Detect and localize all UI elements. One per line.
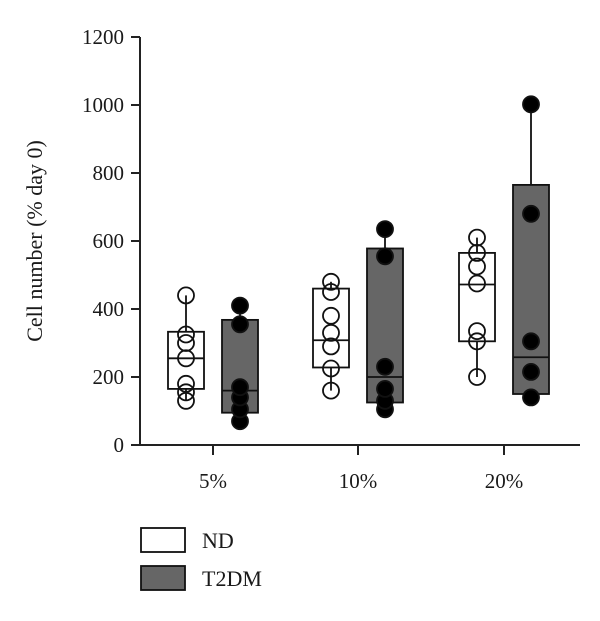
box-nd-5% (167, 286, 205, 410)
legend-label: T2DM (202, 566, 262, 591)
data-point (468, 228, 486, 247)
x-tick-label: 20% (485, 469, 524, 493)
data-point (231, 378, 249, 397)
plot-area (167, 95, 550, 431)
data-point (322, 337, 340, 356)
data-point (322, 323, 340, 342)
y-tick-label: 400 (93, 297, 125, 321)
box-nd-10% (312, 272, 350, 400)
data-point (522, 95, 540, 114)
data-point (522, 362, 540, 381)
data-point (177, 383, 195, 402)
data-point (468, 274, 486, 293)
x-axis: 5% 10% 20% (140, 444, 580, 493)
data-point (468, 257, 486, 276)
box-t2dm-10% (366, 220, 404, 419)
series-nd (167, 228, 496, 410)
x-tick-label: 5% (199, 469, 227, 493)
box-nd-20% (458, 228, 496, 386)
data-point (177, 374, 195, 393)
data-point (522, 204, 540, 223)
data-point (177, 325, 195, 344)
data-point (376, 357, 394, 376)
legend-swatch (140, 565, 186, 591)
data-point (522, 332, 540, 351)
data-point (376, 220, 394, 239)
data-point (231, 296, 249, 315)
data-point (522, 388, 540, 407)
y-tick-label: 1000 (82, 93, 124, 117)
data-point (468, 322, 486, 341)
y-tick-label: 600 (93, 229, 125, 253)
data-point (376, 247, 394, 266)
box-iqr (366, 247, 404, 404)
box-t2dm-20% (512, 95, 550, 407)
data-point (177, 334, 195, 352)
data-point (322, 359, 340, 378)
legend: ND T2DM (140, 527, 262, 591)
data-point (322, 283, 340, 301)
box-iqr (458, 251, 496, 343)
legend-item-nd: ND (140, 527, 234, 553)
x-tick-label: 10% (339, 469, 378, 493)
data-point (231, 315, 249, 334)
y-tick-label: 200 (93, 365, 125, 389)
box-iqr (167, 330, 205, 390)
data-point (468, 332, 486, 351)
box-t2dm-5% (221, 296, 259, 431)
y-tick-label: 1200 (82, 25, 124, 49)
y-axis: 0 200 400 600 800 1000 1200 (82, 25, 141, 457)
y-axis-title: Cell number (% day 0) (22, 140, 47, 342)
data-point (322, 272, 340, 291)
data-point (177, 286, 195, 305)
y-tick-label: 800 (93, 161, 125, 185)
legend-item-t2dm: T2DM (140, 565, 262, 591)
legend-swatch (140, 527, 186, 553)
data-point (322, 381, 340, 400)
data-point (376, 379, 394, 398)
data-point (468, 368, 486, 386)
y-tick-label: 0 (114, 433, 125, 457)
data-point (322, 306, 340, 325)
data-point (177, 391, 195, 410)
series-t2dm (221, 95, 550, 431)
legend-label: ND (202, 528, 234, 553)
